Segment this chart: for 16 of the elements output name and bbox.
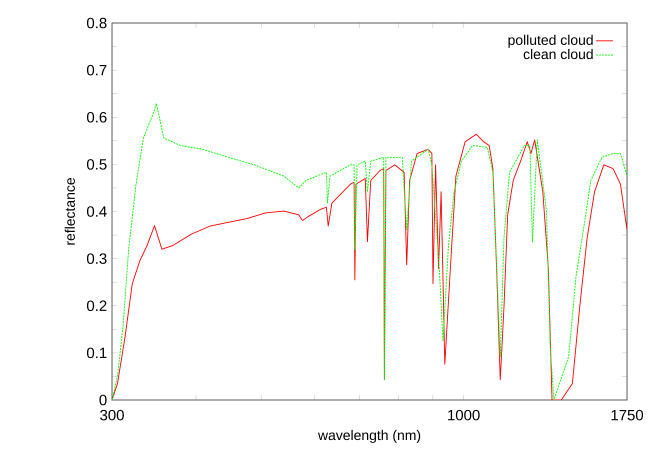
y-tick-label: 0.7 [86,64,106,76]
x-tick-label: 300 [100,410,124,420]
x-axis-title: wavelength (nm) [318,430,420,443]
y-axis-title: reflectance [64,178,75,245]
legend-label: polluted cloud [508,34,593,48]
y-tick-label: 0 [99,394,107,406]
y-tick-label: 0.6 [86,112,107,123]
legend-label: clean cloud [524,48,593,60]
y-tick-label: 0.3 [86,253,107,264]
y-tick-label: 0.1 [86,348,106,358]
y-tick-label: 0.4 [86,206,107,217]
y-tick-label: 0.5 [86,159,107,170]
x-tick-label: 1000 [448,410,480,420]
y-tick-label: 0.8 [86,18,107,28]
x-tick-label: 1750 [612,410,644,420]
y-tick-label: 0.2 [86,300,106,312]
